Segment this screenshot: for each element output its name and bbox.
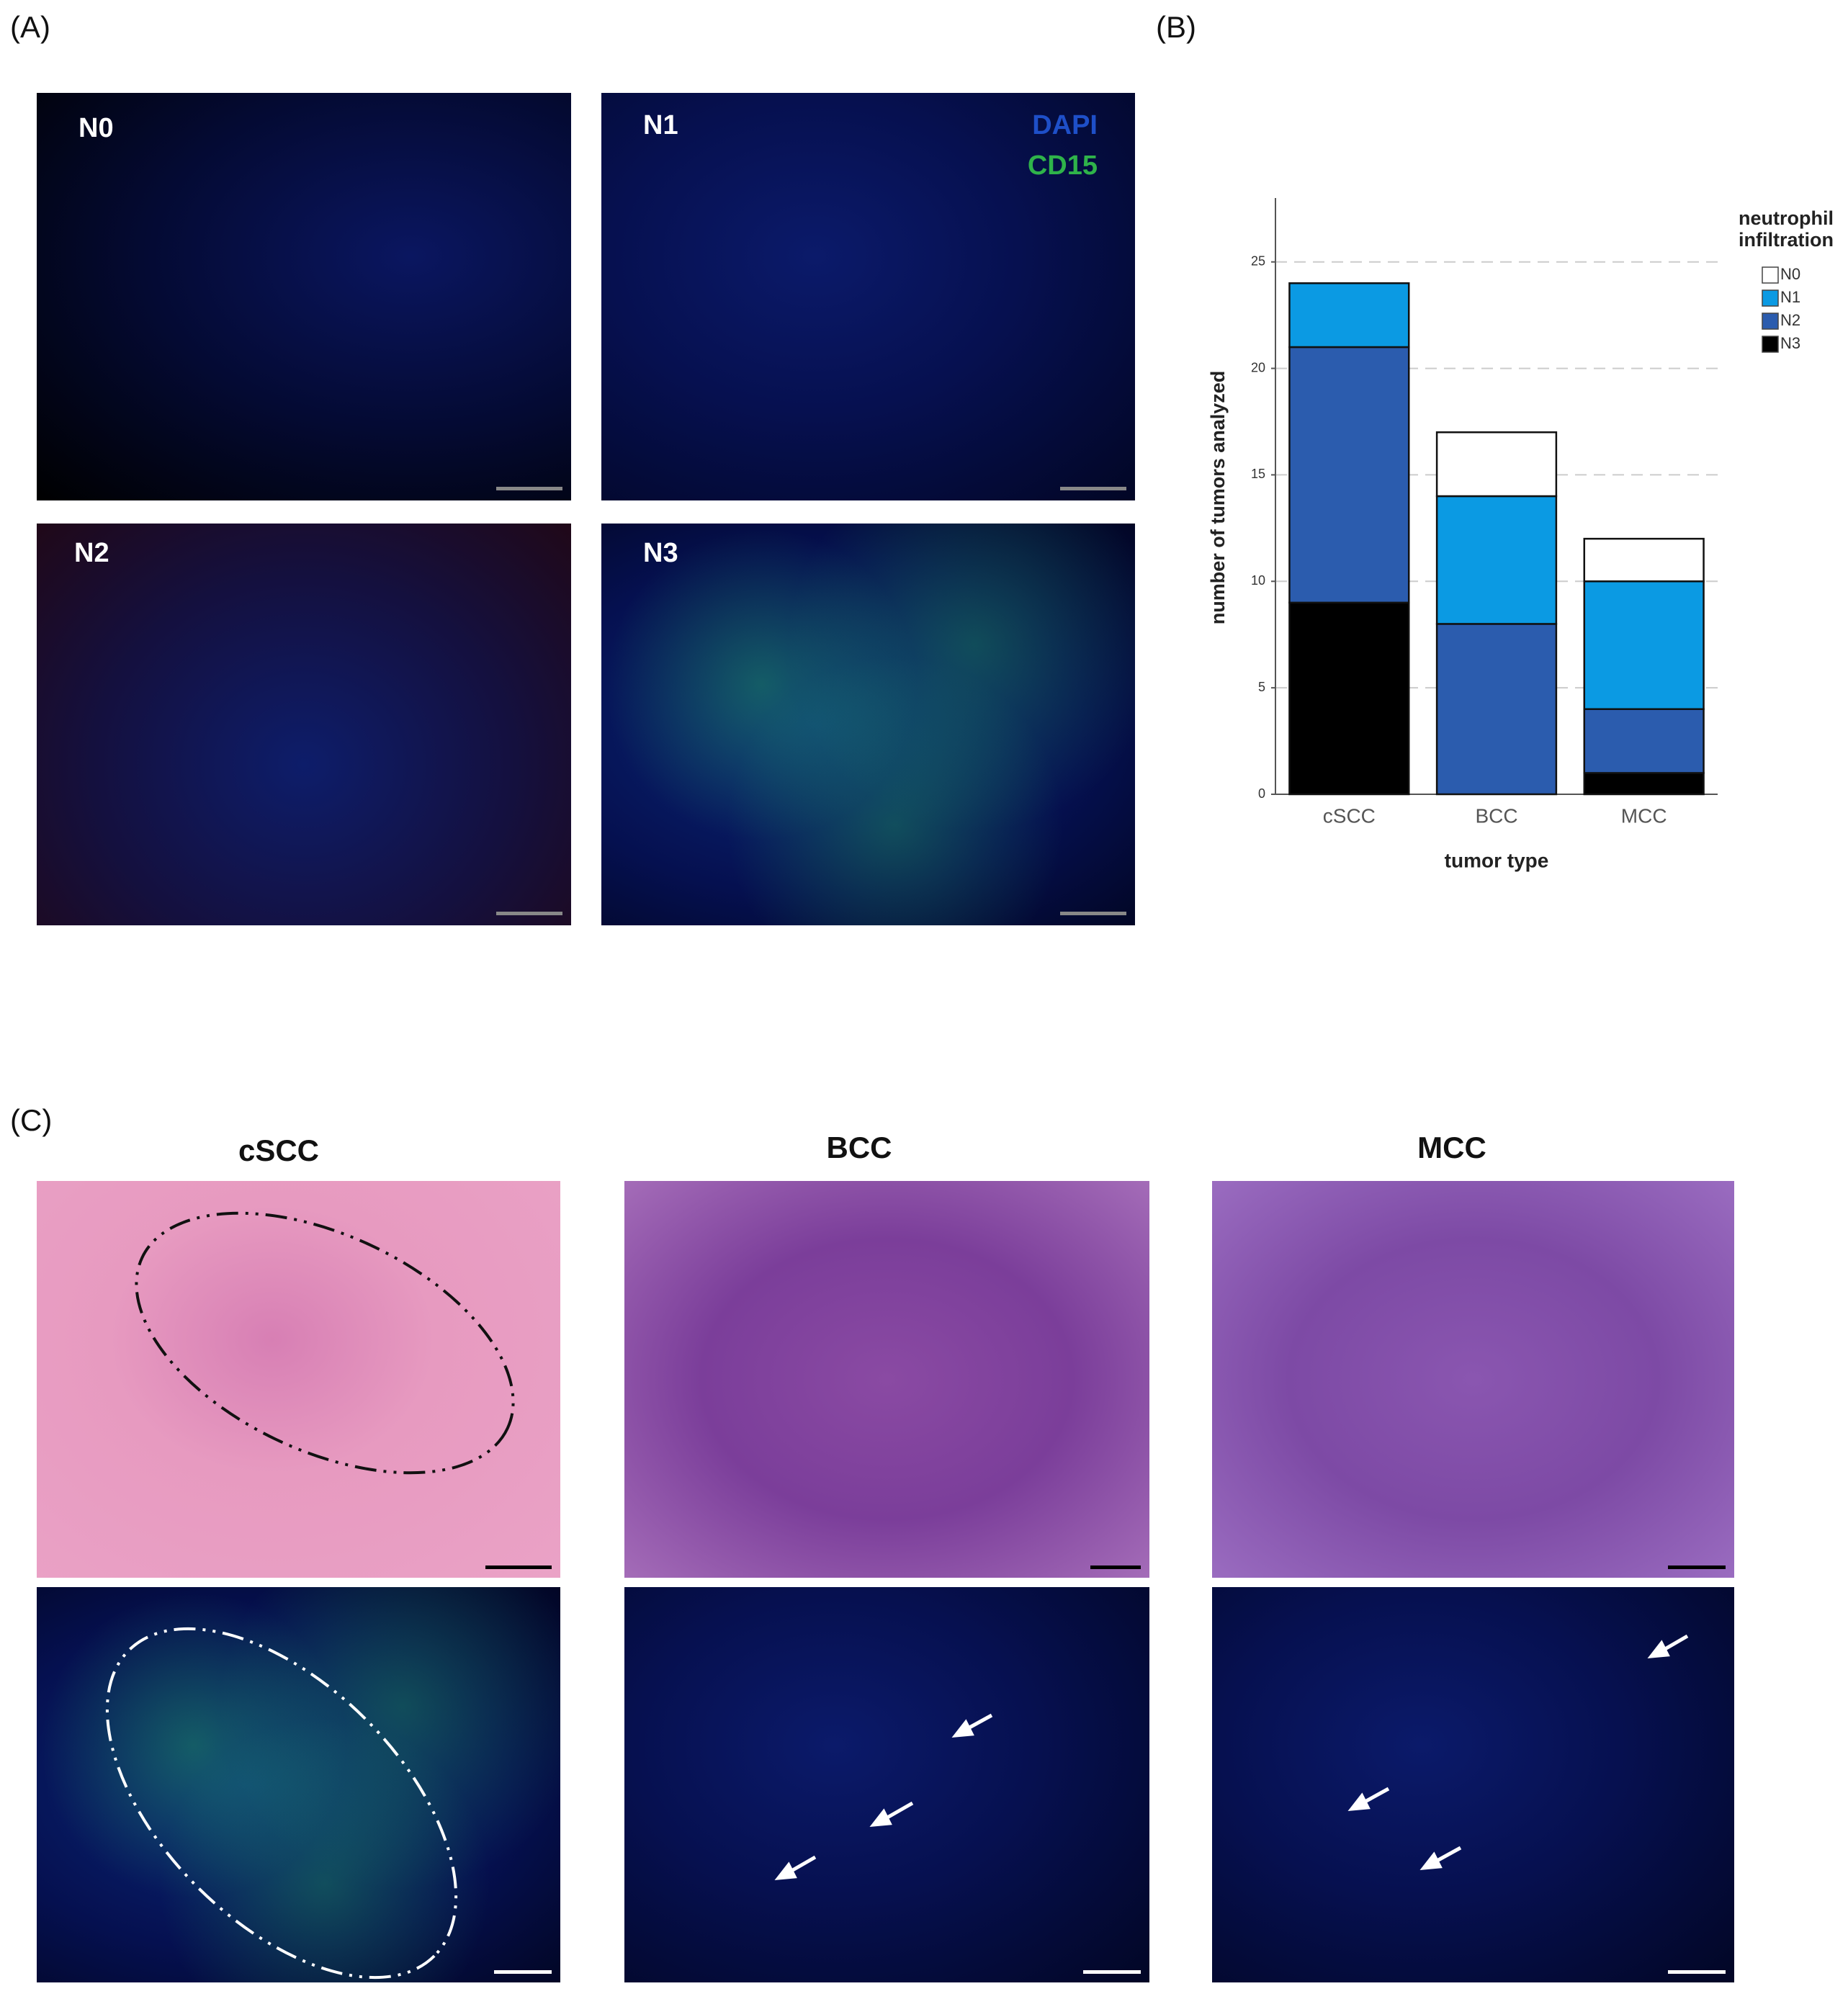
legend-label: N3 [1780,334,1800,352]
legend-title: neutrophil infiltration [1739,207,1834,251]
scale-bar [1060,487,1126,490]
bar-segment [1435,495,1558,625]
bar-segment [1583,708,1705,774]
y-tick-label: 15 [1251,467,1265,481]
micrograph: N3 [601,524,1135,925]
image-label: N1 [643,110,678,140]
scale-bar [1090,1565,1141,1569]
micrograph [37,1587,560,1982]
y-tick-label: 5 [1258,680,1265,694]
bar-segment [1583,537,1705,583]
bar-segment [1583,580,1705,710]
y-tick-label: 10 [1251,573,1265,588]
micrograph [624,1587,1149,1982]
image-label: N3 [643,538,678,568]
stain-label: CD15 [1027,151,1098,181]
scale-bar [1668,1970,1726,1974]
y-tick-label: 0 [1258,786,1265,801]
legend-label: N2 [1780,311,1800,329]
arrows [1347,1634,1689,1871]
legend-swatch [1762,266,1779,284]
micrograph [37,1181,560,1578]
roi-outline [135,1211,515,1475]
micrograph: N1 DAPI CD15 [601,93,1135,500]
micrograph: N2 [37,524,571,925]
legend-swatch [1762,313,1779,330]
roi-outline [105,1627,458,1980]
column-title: BCC [826,1131,892,1164]
bar-segment [1288,346,1410,604]
arrows [774,1713,993,1881]
scale-bar [1083,1970,1141,1974]
stain-label: DAPI [1032,110,1098,140]
bar-segment [1435,431,1558,498]
y-tick-label: 25 [1251,253,1265,268]
x-tick-label: BCC [1475,804,1517,827]
column-title: MCC [1417,1131,1486,1164]
scale-bar [496,487,562,490]
panel-label: (B) [1156,10,1196,44]
scale-bar [485,1565,552,1569]
x-axis-label: tumor type [1445,849,1549,871]
bar-segment [1435,623,1558,796]
image-label: N2 [74,538,109,568]
scale-bar [1060,912,1126,915]
x-tick-label: cSCC [1323,804,1376,827]
bar-segment [1583,772,1705,796]
image-label: N0 [79,113,114,143]
micrograph [1212,1587,1734,1982]
y-axis-label: number of tumors analyzed [1207,371,1229,625]
x-tick-label: MCC [1621,804,1667,827]
legend-label: N0 [1780,265,1800,283]
legend-swatch [1762,289,1779,307]
micrograph: N0 [37,93,571,500]
panel-label: (C) [10,1103,53,1137]
column-title: cSCC [238,1133,320,1167]
scale-bar [494,1970,552,1974]
panel-label: (A) [10,10,50,44]
y-tick-label: 20 [1251,360,1265,374]
legend-swatch [1762,336,1779,353]
bar-segment [1288,601,1410,796]
micrograph [1212,1181,1734,1578]
scale-bar [496,912,562,915]
legend-label: N1 [1780,288,1800,306]
scale-bar [1668,1565,1726,1569]
micrograph [624,1181,1149,1578]
bar-segment [1288,282,1410,349]
